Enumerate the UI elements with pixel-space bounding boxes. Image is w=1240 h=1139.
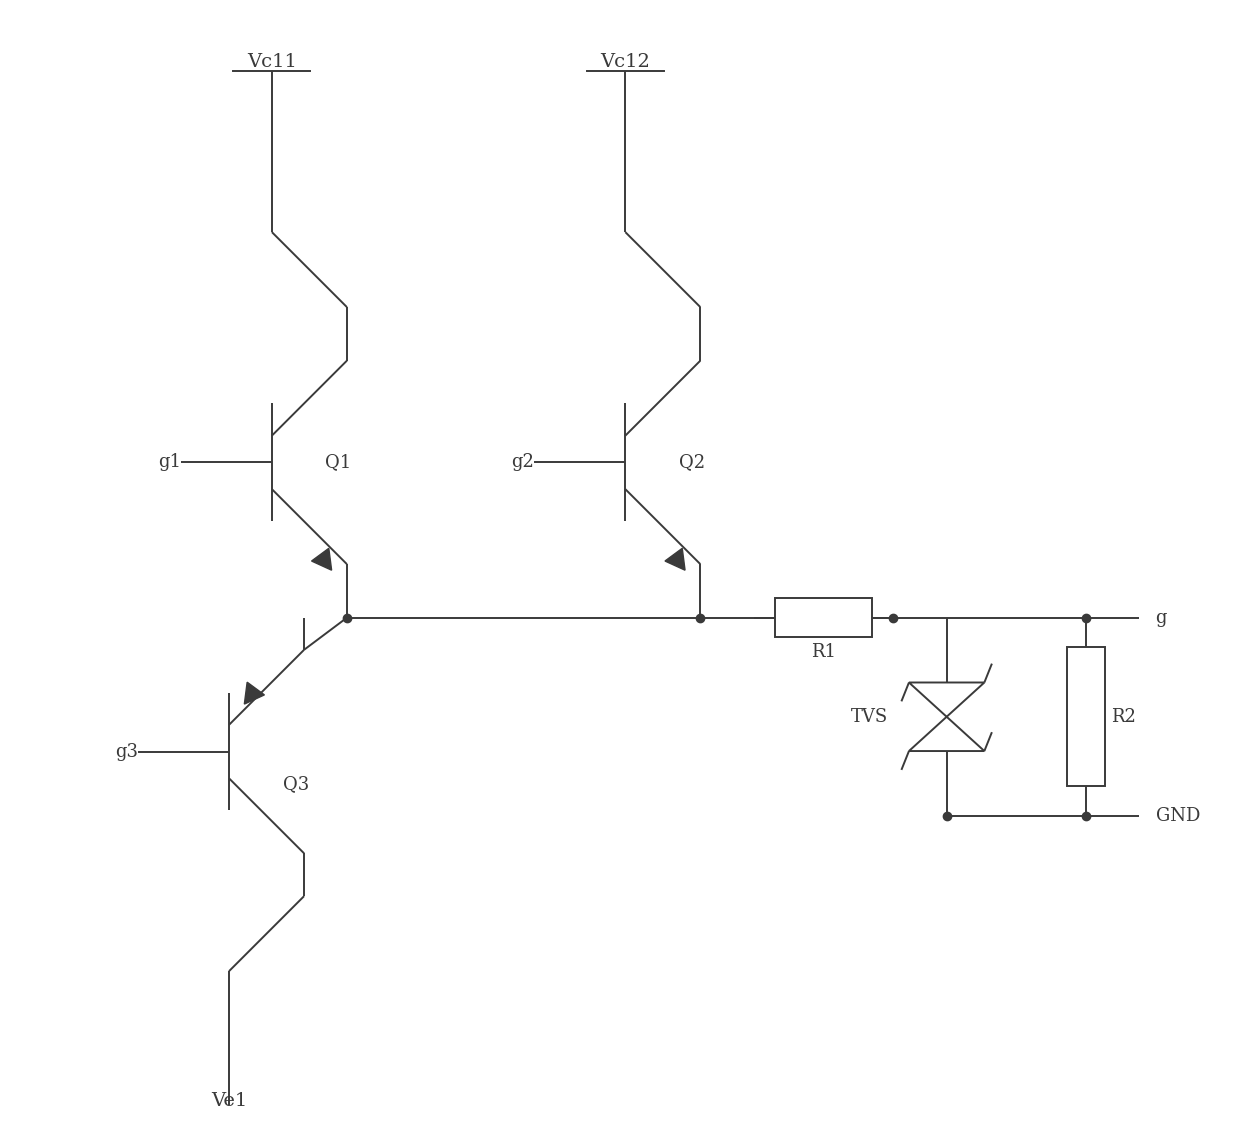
- Bar: [775, 598, 872, 637]
- Polygon shape: [311, 548, 331, 571]
- Polygon shape: [909, 716, 985, 751]
- Text: Vc12: Vc12: [600, 54, 650, 72]
- Polygon shape: [665, 548, 684, 571]
- Text: g1: g1: [157, 453, 181, 472]
- Polygon shape: [909, 682, 985, 716]
- Text: Q2: Q2: [680, 453, 706, 472]
- Text: Q3: Q3: [283, 775, 309, 793]
- Text: GND: GND: [1156, 806, 1200, 825]
- Text: R2: R2: [1111, 707, 1136, 726]
- Text: g3: g3: [115, 743, 138, 761]
- Text: TVS: TVS: [851, 707, 888, 726]
- Text: Q1: Q1: [325, 453, 352, 472]
- Bar: [1066, 647, 1105, 786]
- Text: Ve1: Ve1: [211, 1092, 247, 1111]
- Polygon shape: [244, 682, 264, 704]
- Text: Vc11: Vc11: [247, 54, 296, 72]
- Text: g2: g2: [511, 453, 534, 472]
- Text: g: g: [1156, 608, 1167, 626]
- Text: R1: R1: [811, 644, 836, 661]
